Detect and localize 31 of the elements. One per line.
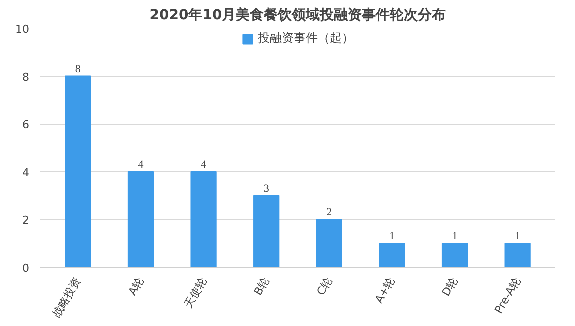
legend-label: 投融资事件（起） <box>258 30 354 47</box>
data-label: 2 <box>326 206 332 219</box>
chart-title: 2020年10月美食餐饮领域投融资事件轮次分布 <box>150 6 446 24</box>
x-tick-label: 天使轮 <box>182 275 210 310</box>
x-tick-label: A轮 <box>126 275 147 298</box>
data-label: 4 <box>138 158 144 171</box>
x-tick-label: 战略投资 <box>50 275 84 320</box>
bar <box>504 243 531 268</box>
data-label: 1 <box>389 230 395 243</box>
bar <box>65 76 92 268</box>
bar <box>190 171 217 268</box>
y-tick-label: 8 <box>22 70 30 84</box>
data-label: 4 <box>201 158 208 171</box>
x-tick-label: C轮 <box>314 275 336 298</box>
bar <box>442 243 468 268</box>
data-label: 8 <box>75 63 82 76</box>
y-tick-label: 2 <box>22 214 30 228</box>
bar <box>379 243 406 268</box>
x-tick-label: D轮 <box>440 275 461 299</box>
data-label: 3 <box>264 182 270 195</box>
x-tick-label: B轮 <box>252 275 272 298</box>
y-tick-label: 10 <box>16 23 30 36</box>
y-tick-label: 4 <box>22 166 30 180</box>
x-tick-label: A+轮 <box>372 275 398 306</box>
y-tick-label: 6 <box>22 118 30 132</box>
data-label: 1 <box>452 230 458 243</box>
bar <box>128 171 154 268</box>
data-label: 1 <box>515 230 521 243</box>
bar <box>254 195 280 268</box>
y-tick-label: 0 <box>22 262 30 275</box>
bar <box>316 219 342 268</box>
